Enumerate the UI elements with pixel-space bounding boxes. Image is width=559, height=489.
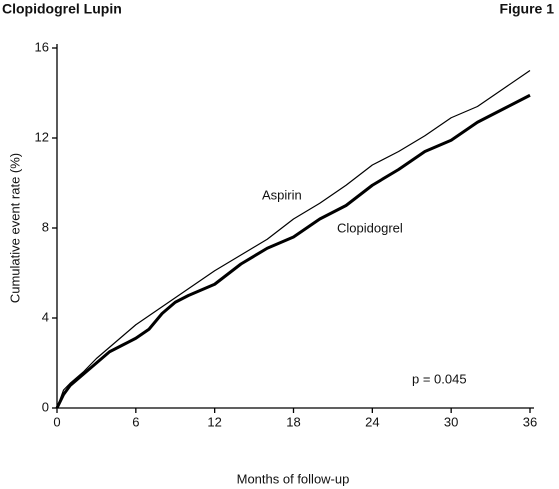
x-tick-label: 24 [365, 414, 379, 429]
x-tick-label: 30 [444, 414, 458, 429]
y-tick-label: 8 [42, 219, 49, 234]
y-tick-label: 0 [42, 399, 49, 414]
y-tick-label: 12 [35, 129, 49, 144]
header-left: Clopidogrel Lupin [2, 1, 122, 17]
x-tick-label: 12 [207, 414, 221, 429]
y-axis-label: Cumulative event rate (%) [7, 153, 22, 303]
line-series [55, 93, 531, 409]
x-tick-label: 0 [53, 414, 60, 429]
x-tick-label: 36 [523, 414, 537, 429]
header-right: Figure 1 [500, 1, 555, 17]
x-axis-label: Months of follow-up [237, 471, 350, 486]
series-label: Aspirin [262, 187, 302, 202]
p-value: p = 0.045 [412, 371, 467, 386]
x-tick-label: 6 [132, 414, 139, 429]
y-tick-label: 4 [42, 309, 49, 324]
x-tick-label: 18 [286, 414, 300, 429]
line-series [56, 70, 531, 409]
y-tick-label: 16 [35, 39, 49, 54]
series-label: Clopidogrel [337, 220, 403, 235]
